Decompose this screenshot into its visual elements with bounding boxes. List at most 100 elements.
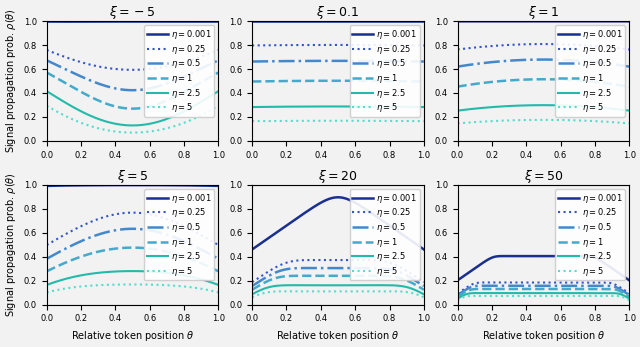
$\eta = 0.001$ — [625, 278, 633, 282]
$\eta = 0.25$ — [537, 280, 545, 285]
Title: $\xi = 0.1$: $\xi = 0.1$ — [316, 4, 360, 21]
$\eta = 2.5$ — [125, 269, 133, 273]
Line: $\eta = 1$: $\eta = 1$ — [47, 248, 218, 271]
$\eta = 0.001$ — [540, 19, 547, 23]
Line: $\eta = 0.5$: $\eta = 0.5$ — [252, 268, 424, 286]
$\eta = 1$ — [136, 246, 144, 250]
$\eta = 5$ — [621, 121, 629, 125]
$\eta = 0.5$ — [330, 266, 337, 270]
$\eta = 0.25$ — [136, 211, 144, 215]
$\eta = 2.5$ — [595, 291, 602, 295]
$\eta = 0.001$ — [500, 254, 508, 258]
$\eta = 0.25$ — [389, 262, 397, 266]
Title: $\xi = 1$: $\xi = 1$ — [528, 4, 559, 21]
Line: $\eta = 2.5$: $\eta = 2.5$ — [458, 105, 629, 111]
$\eta = 2.5$ — [536, 291, 543, 295]
$\eta = 2.5$ — [184, 274, 191, 278]
$\eta = 0.25$ — [125, 68, 133, 72]
$\eta = 1$ — [136, 106, 144, 110]
$\eta = 0.001$ — [214, 19, 222, 24]
$\eta = 0.5$ — [536, 284, 544, 288]
$\eta = 2.5$ — [625, 109, 633, 113]
$\eta = 0.001$ — [595, 257, 602, 262]
$\eta = 5$ — [556, 294, 564, 298]
$\eta = 0.5$ — [420, 59, 428, 64]
$\eta = 0.25$ — [556, 42, 564, 46]
$\eta = 0.001$ — [129, 183, 136, 187]
$\eta = 0.001$ — [146, 19, 154, 24]
Line: $\eta = 0.5$: $\eta = 0.5$ — [458, 286, 629, 295]
$\eta = 0.5$ — [454, 65, 461, 69]
$\eta = 0.25$ — [454, 48, 461, 52]
$\eta = 1$ — [621, 292, 629, 296]
Y-axis label: Signal propagation prob. $\rho(\theta)$: Signal propagation prob. $\rho(\theta)$ — [4, 172, 18, 317]
$\eta = 5$ — [595, 294, 602, 298]
$\eta = 5$ — [342, 119, 349, 123]
$\eta = 0.001$ — [420, 247, 428, 252]
$\eta = 1$ — [416, 285, 424, 289]
$\eta = 2.5$ — [454, 109, 461, 113]
$\eta = 2.5$ — [416, 105, 424, 109]
$\eta = 0.5$ — [124, 88, 132, 92]
$\eta = 2.5$ — [547, 291, 555, 295]
$\eta = 0.001$ — [342, 196, 349, 201]
$\eta = 5$ — [214, 104, 222, 108]
$\eta = 2.5$ — [330, 283, 337, 287]
$\eta = 5$ — [547, 294, 555, 298]
$\eta = 1$ — [556, 77, 564, 82]
$\eta = 1$ — [334, 79, 342, 83]
Y-axis label: Signal propagation prob. $\rho(\theta)$: Signal propagation prob. $\rho(\theta)$ — [4, 9, 18, 153]
$\eta = 0.25$ — [331, 43, 339, 47]
$\eta = 2.5$ — [211, 92, 218, 96]
$\eta = 0.5$ — [540, 58, 547, 62]
$\eta = 0.25$ — [129, 211, 136, 215]
$\eta = 1$ — [389, 79, 397, 83]
$\eta = 2.5$ — [248, 292, 256, 296]
$\eta = 0.001$ — [184, 183, 191, 187]
$\eta = 0.001$ — [43, 184, 51, 188]
Line: $\eta = 0.5$: $\eta = 0.5$ — [458, 60, 629, 67]
$\eta = 2.5$ — [547, 103, 555, 107]
X-axis label: Relative token position $\theta$: Relative token position $\theta$ — [276, 329, 399, 343]
$\eta = 1$ — [248, 79, 256, 84]
$\eta = 0.25$ — [330, 43, 337, 47]
Line: $\eta = 5$: $\eta = 5$ — [47, 285, 218, 293]
Line: $\eta = 2.5$: $\eta = 2.5$ — [252, 285, 424, 294]
$\eta = 1$ — [331, 274, 339, 278]
$\eta = 1$ — [145, 104, 153, 109]
$\eta = 5$ — [211, 289, 218, 294]
Title: $\xi = 20$: $\xi = 20$ — [318, 168, 358, 185]
Line: $\eta = 1$: $\eta = 1$ — [252, 276, 424, 290]
$\eta = 0.5$ — [547, 284, 554, 288]
$\eta = 5$ — [334, 119, 342, 123]
$\eta = 0.5$ — [136, 227, 144, 231]
$\eta = 0.5$ — [125, 88, 133, 92]
$\eta = 0.25$ — [125, 211, 133, 215]
$\eta = 1$ — [145, 246, 153, 251]
$\eta = 5$ — [330, 119, 337, 123]
$\eta = 0.001$ — [420, 19, 428, 23]
$\eta = 0.001$ — [214, 184, 222, 188]
$\eta = 0.5$ — [621, 290, 629, 295]
$\eta = 0.25$ — [351, 258, 358, 262]
$\eta = 0.5$ — [334, 59, 342, 63]
$\eta = 0.5$ — [43, 58, 51, 62]
$\eta = 5$ — [535, 118, 543, 122]
$\eta = 1$ — [535, 77, 543, 81]
$\eta = 0.5$ — [625, 293, 633, 297]
Line: $\eta = 1$: $\eta = 1$ — [458, 79, 629, 87]
$\eta = 0.25$ — [43, 243, 51, 247]
$\eta = 0.25$ — [124, 211, 132, 215]
$\eta = 0.25$ — [211, 49, 218, 53]
$\eta = 0.5$ — [145, 228, 153, 232]
$\eta = 0.001$ — [330, 196, 337, 200]
Line: $\eta = 0.25$: $\eta = 0.25$ — [47, 50, 218, 70]
Line: $\eta = 1$: $\eta = 1$ — [458, 289, 629, 297]
$\eta = 0.5$ — [595, 283, 602, 288]
$\eta = 0.001$ — [416, 245, 424, 249]
$\eta = 5$ — [351, 119, 358, 123]
$\eta = 1$ — [547, 287, 555, 291]
$\eta = 5$ — [43, 290, 51, 295]
$\eta = 0.001$ — [537, 254, 545, 258]
$\eta = 0.25$ — [454, 291, 461, 296]
